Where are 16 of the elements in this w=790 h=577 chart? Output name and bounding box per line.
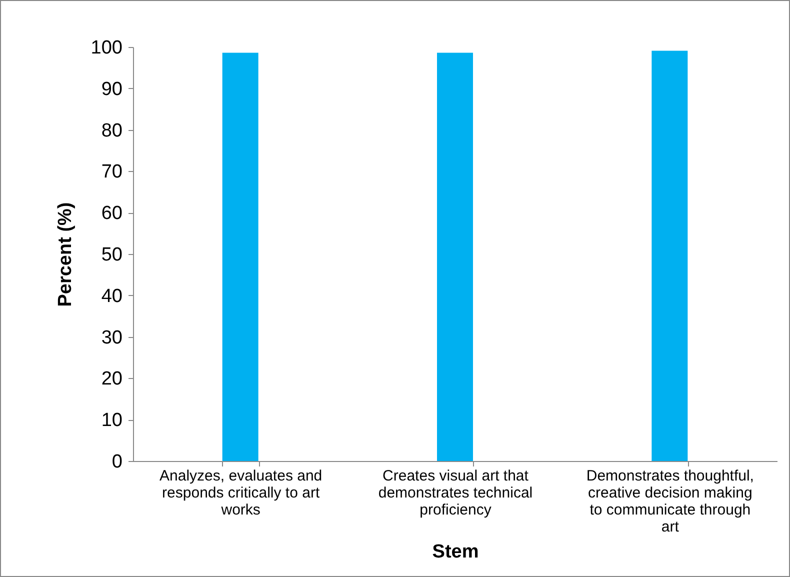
y-tick-label: 60 <box>101 203 122 224</box>
y-tick-label: 80 <box>101 120 122 142</box>
y-tick-label: 90 <box>101 78 122 100</box>
x-tick-label: Demonstrates thoughtful, creative decision making to communicate through art <box>586 468 754 536</box>
y-axis-title: Percent (%) <box>54 202 76 307</box>
x-axis-title: Stem <box>432 542 479 562</box>
y-tick-label: 100 <box>90 38 122 58</box>
y-tick-label: 50 <box>101 244 122 266</box>
y-tick-label: 10 <box>101 410 122 432</box>
x-tick-label: Creates visual art that demonstrates technical proficiency <box>378 468 533 518</box>
y-tick-label: 0 <box>112 452 122 472</box>
y-tick-label: 30 <box>101 327 122 348</box>
y-tick-label: 70 <box>101 162 122 183</box>
y-tick-label: 40 <box>101 286 122 307</box>
y-tick-label: 20 <box>101 368 122 390</box>
x-tick-label: Analyzes, evaluates and responds critically to art works <box>160 468 322 518</box>
